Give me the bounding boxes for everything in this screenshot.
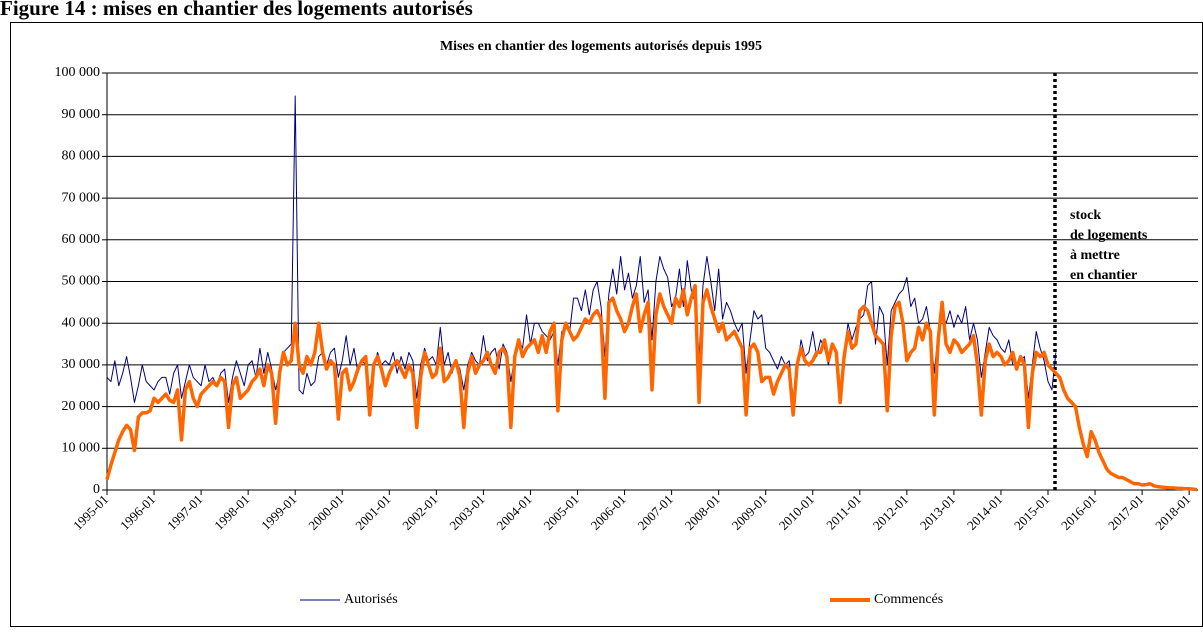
y-tick-label: 30 000 — [62, 357, 101, 372]
series-line — [106, 95, 1057, 403]
legend-label: Autorisés — [344, 592, 398, 607]
x-tick-label: 1995-01 — [70, 492, 111, 533]
x-tick-label: 1997-01 — [164, 492, 205, 533]
x-tick-label: 2006-01 — [588, 492, 629, 533]
y-tick-label: 10 000 — [62, 441, 101, 456]
y-tick-label: 100 000 — [55, 65, 101, 80]
x-tick-label: 2008-01 — [682, 492, 723, 533]
chart-title: Mises en chantier des logements autorisé… — [440, 39, 762, 54]
x-tick-label: 1998-01 — [211, 492, 252, 533]
x-tick-label: 2007-01 — [635, 492, 676, 533]
x-tick-label: 2010-01 — [776, 492, 817, 533]
x-tick-label: 2009-01 — [729, 492, 770, 533]
x-tick-label: 2017-01 — [1105, 492, 1146, 533]
y-tick-label: 70 000 — [62, 190, 101, 205]
x-tick-label: 2005-01 — [540, 492, 581, 533]
x-tick-label: 2003-01 — [446, 492, 487, 533]
x-tick-label: 2015-01 — [1011, 492, 1052, 533]
x-tick-label: 2004-01 — [493, 492, 534, 533]
annotation: en chantier — [1070, 268, 1137, 283]
y-tick-label: 60 000 — [62, 232, 101, 247]
annotation: de logements — [1070, 228, 1148, 243]
x-tick-label: 2012-01 — [870, 492, 911, 533]
x-tick-label: 2001-01 — [352, 492, 393, 533]
x-tick-label: 1996-01 — [117, 492, 158, 533]
x-tick-label: 2000-01 — [305, 492, 346, 533]
y-tick-label: 40 000 — [62, 315, 101, 330]
annotation: stock — [1070, 208, 1101, 223]
x-tick-label: 1999-01 — [258, 492, 299, 533]
x-tick-label: 2002-01 — [399, 492, 440, 533]
series-line — [105, 283, 1198, 492]
y-tick-label: 80 000 — [62, 149, 101, 164]
x-tick-label: 2018-01 — [1152, 492, 1193, 533]
y-tick-label: 20 000 — [62, 399, 101, 414]
x-tick-label: 2014-01 — [964, 492, 1005, 533]
figure-header: Figure 14 : mises en chantier des logeme… — [0, 0, 473, 20]
x-tick-label: 2013-01 — [917, 492, 958, 533]
annotation: à mettre — [1070, 248, 1120, 263]
y-tick-label: 50 000 — [62, 274, 101, 289]
x-tick-label: 2016-01 — [1058, 492, 1099, 533]
x-tick-label: 2011-01 — [823, 492, 864, 533]
y-tick-label: 90 000 — [62, 107, 101, 122]
legend-label: Commencés — [874, 592, 943, 607]
y-tick-label: 0 — [93, 482, 100, 497]
